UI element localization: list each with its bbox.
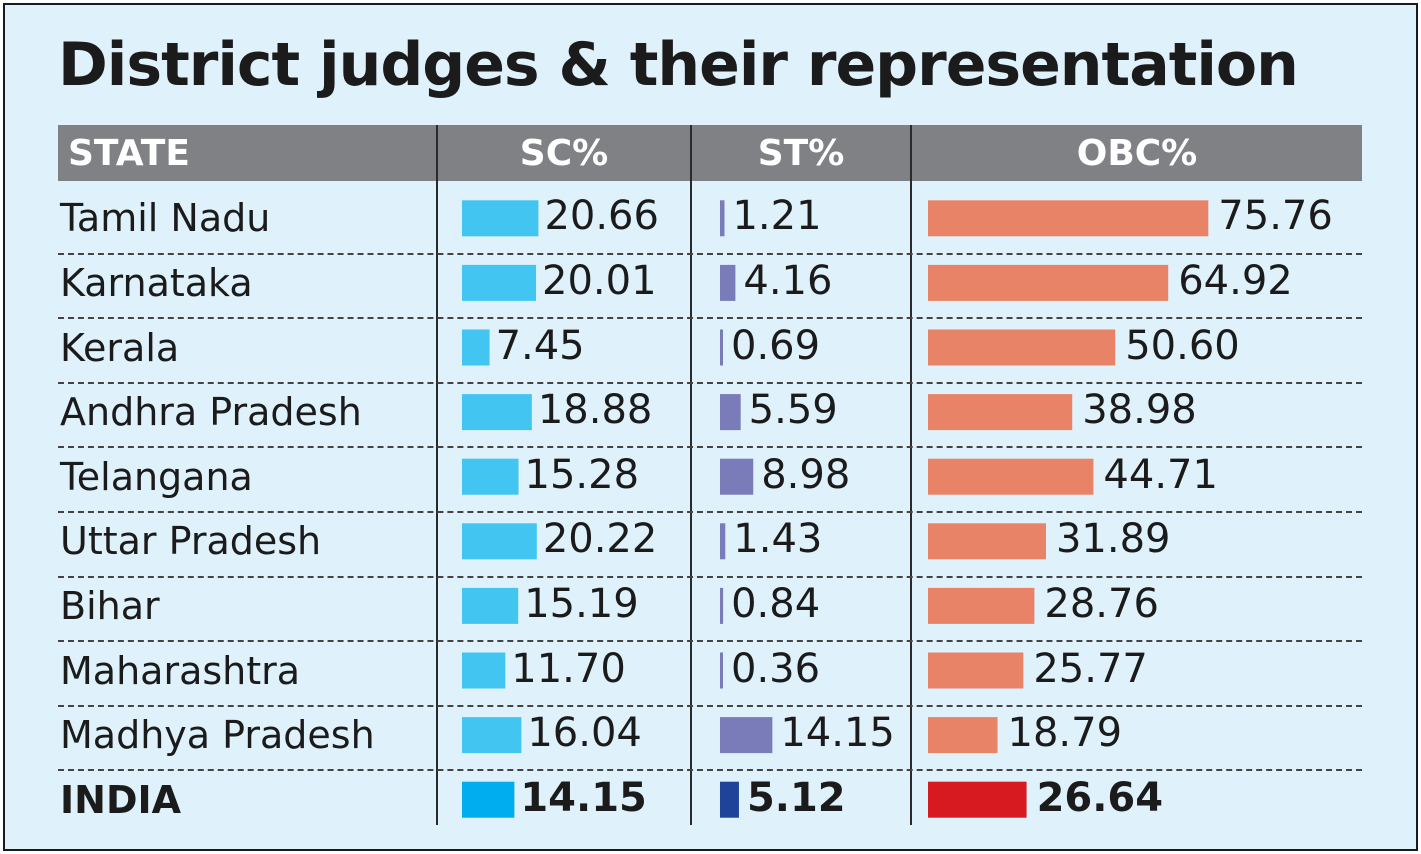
header-st: ST% [692,125,910,181]
obc-value-label: 31.89 [1055,516,1171,563]
obc-value-label: 25.77 [1033,645,1148,692]
sc-value-label: 20.22 [542,516,658,563]
st-value-label: 0.84 [731,580,821,627]
st-bar [720,523,726,560]
sc-bar [462,652,506,689]
sc-value-label: 16.04 [527,710,642,757]
sc-bar [462,717,522,754]
st-value-label: 5.12 [746,774,846,821]
obc-value-label: 75.76 [1218,193,1333,240]
sc-value-label: 18.88 [537,387,653,434]
obc-bar [928,458,1094,495]
row-separator [58,640,1362,643]
st-bar [720,717,773,754]
st-value-label: 0.36 [731,645,821,692]
st-bar [720,329,723,366]
sc-bar [462,394,532,431]
sc-value-label: 11.70 [511,645,626,692]
st-value-label: 4.16 [743,257,833,304]
st-value-label: 1.43 [733,516,823,563]
sc-bar [462,458,519,495]
header-state: STATE [58,125,436,181]
obc-bar [928,652,1024,689]
obc-bar [928,394,1073,431]
st-value-label: 8.98 [761,451,851,498]
column-divider [910,125,912,825]
st-value-label: 14.15 [780,710,895,757]
sc-value-label: 20.01 [542,257,657,304]
obc-bar [928,329,1116,366]
sc-bar [462,781,515,818]
row-separator [58,704,1362,707]
state-label: Tamil Nadu [60,196,271,241]
row-separator [58,317,1362,320]
row-separator [58,769,1362,772]
row-separator [58,252,1362,255]
state-label: Bihar [60,583,160,628]
obc-value-label: 38.98 [1082,387,1197,434]
sc-bar [462,200,539,237]
sc-value-label: 14.15 [520,774,647,821]
obc-value-label: 26.64 [1036,774,1164,821]
sc-value-label: 15.28 [524,451,640,498]
st-bar [720,781,739,818]
sc-bar [462,264,537,301]
header-obc-label: OBC% [1076,132,1198,174]
obc-bar [928,717,998,754]
sc-value-label: 15.19 [524,580,639,627]
header-st-label: ST% [757,132,845,174]
st-bar [720,200,725,237]
state-label: Uttar Pradesh [60,519,322,564]
st-value-label: 5.59 [748,387,838,434]
sc-value-label: 7.45 [495,322,585,369]
obc-bar [928,523,1046,560]
obc-bar [928,781,1027,818]
state-label: Telangana [60,454,253,499]
state-label: Karnataka [60,260,253,305]
row-separator [58,511,1362,513]
sc-value-label: 20.66 [544,193,659,240]
obc-value-label: 28.76 [1044,580,1159,627]
obc-bar [928,200,1209,237]
row-separator [58,381,1362,384]
obc-value-label: 44.71 [1103,451,1218,498]
column-divider [436,125,438,825]
st-bar [720,587,724,624]
state-label: INDIA [60,777,182,822]
header-sc-label: SC% [519,132,609,174]
st-bar [720,394,741,431]
state-label: Madhya Pradesh [60,713,375,758]
state-label: Kerala [60,325,180,370]
obc-bar [928,264,1169,301]
header-sc: SC% [438,125,690,181]
state-label: Maharashtra [60,648,301,693]
row-separator [58,575,1362,578]
obc-value-label: 50.60 [1125,322,1240,369]
sc-bar [462,329,490,366]
chart-title: District judges & their representation [58,30,1299,100]
header-obc: OBC% [912,125,1362,181]
sc-bar [462,523,537,560]
st-bar [720,264,736,301]
state-label: Andhra Pradesh [60,390,362,435]
obc-value-label: 64.92 [1178,257,1293,304]
st-bar [720,652,723,689]
st-value-label: 1.21 [732,193,822,240]
st-bar [720,458,754,495]
sc-bar [462,587,519,624]
obc-bar [928,587,1035,624]
column-divider [690,125,692,825]
header-state-label: STATE [68,132,190,174]
st-value-label: 0.69 [731,322,821,369]
obc-value-label: 18.79 [1007,710,1123,757]
row-separator [58,446,1362,449]
